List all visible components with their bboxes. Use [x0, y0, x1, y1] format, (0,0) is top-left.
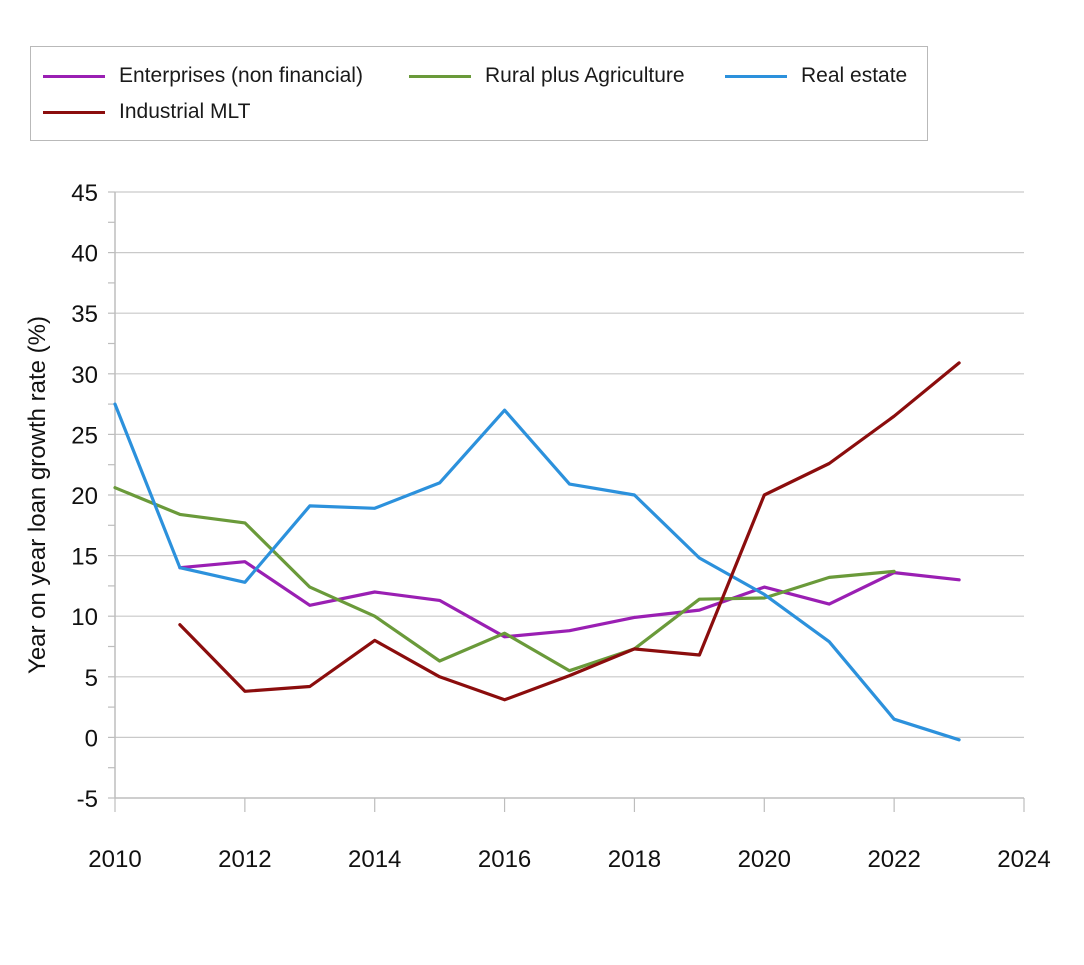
tick-labels: -5 0 5 10 15 20 25 30 35 40 45 2010 2012 2014 2016 2018… — [71, 180, 1050, 873]
legend-item-real-estate: Real estate — [725, 64, 907, 88]
y-tick-label-0: -5 — [77, 786, 98, 813]
y-tick-label-5: 20 — [71, 483, 98, 510]
y-tick-label-9: 40 — [71, 241, 98, 268]
series-line-enterprises-non-financial — [178, 560, 961, 639]
y-tick-label-8: 35 — [71, 301, 98, 328]
y-tick-label-10: 45 — [71, 180, 98, 207]
x-tick-label-2022: 2022 — [867, 846, 920, 873]
axes — [108, 191, 1025, 812]
series-line-rural-plus-agriculture — [113, 486, 896, 673]
series-line-real-estate — [113, 402, 961, 742]
x-tick-label-2010: 2010 — [88, 846, 141, 873]
y-tick-label-1: 0 — [85, 725, 98, 752]
y-tick-label-7: 30 — [71, 362, 98, 389]
legend-item-industrial-mlt: Industrial MLT — [43, 100, 251, 124]
legend-label-industrial-mlt: Industrial MLT — [119, 100, 251, 123]
x-tick-label-2024: 2024 — [997, 846, 1050, 873]
legend-item-rural-agriculture: Rural plus Agriculture — [409, 64, 685, 88]
legend-swatch-rural-agriculture — [409, 74, 471, 78]
legend-item-enterprises: Enterprises (non financial) — [43, 64, 363, 88]
y-tick-label-4: 15 — [71, 544, 98, 571]
x-tick-label-2018: 2018 — [608, 846, 661, 873]
y-tick-label-2: 5 — [85, 665, 98, 692]
x-tick-label-2014: 2014 — [348, 846, 401, 873]
gridlines — [115, 191, 1024, 739]
series-line-industrial-mlt — [178, 361, 961, 702]
y-tick-label-3: 10 — [71, 604, 98, 631]
y-axis-title: Year on year loan growth rate (%) — [24, 316, 51, 674]
legend-swatch-real-estate — [725, 74, 787, 78]
x-tick-label-2016: 2016 — [478, 846, 531, 873]
legend: Enterprises (non financial) Rural plus A… — [30, 46, 928, 141]
legend-label-enterprises: Enterprises (non financial) — [119, 64, 363, 87]
legend-label-rural-agriculture: Rural plus Agriculture — [485, 64, 685, 87]
series-lines — [113, 361, 961, 742]
legend-swatch-enterprises — [43, 74, 105, 78]
x-tick-label-2012: 2012 — [218, 846, 271, 873]
x-tick-label-2020: 2020 — [738, 846, 791, 873]
y-tick-label-6: 25 — [71, 422, 98, 449]
legend-swatch-industrial-mlt — [43, 110, 105, 114]
legend-label-real-estate: Real estate — [801, 64, 908, 87]
